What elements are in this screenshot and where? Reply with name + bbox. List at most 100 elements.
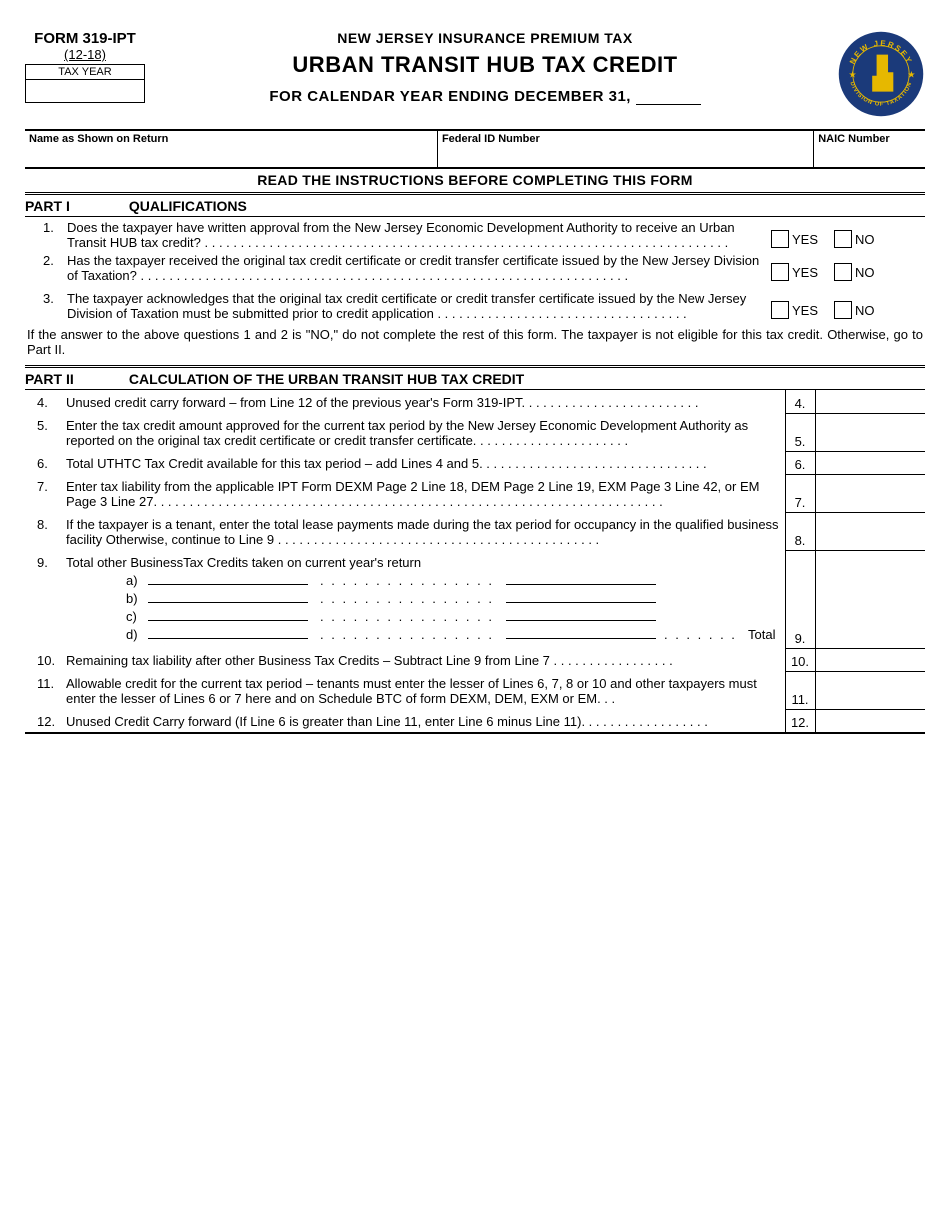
q1-text: Does the taxpayer have written approval … xyxy=(67,220,771,250)
l9a-amount-input[interactable] xyxy=(506,584,656,585)
yes-label: YES xyxy=(792,232,818,247)
q3-yes-checkbox[interactable] xyxy=(771,301,789,319)
q3-text: The taxpayer acknowledges that the origi… xyxy=(67,291,771,321)
l11-value-input[interactable] xyxy=(815,671,925,709)
line-10: 10. Remaining tax liability after other … xyxy=(25,648,925,671)
question-1: 1. Does the taxpayer have written approv… xyxy=(29,217,921,250)
q2-number: 2. xyxy=(29,253,67,283)
l11-number: 11. xyxy=(25,671,63,709)
l9c-label: c) xyxy=(126,609,148,624)
l9-number: 9. xyxy=(25,550,63,648)
q1-answer: YES NO xyxy=(771,220,921,250)
name-field[interactable]: Name as Shown on Return xyxy=(25,131,438,167)
l8-number: 8. xyxy=(25,512,63,550)
federal-id-field[interactable]: Federal ID Number xyxy=(438,131,814,167)
l11-boxnum: 11. xyxy=(785,671,815,709)
no-label: NO xyxy=(855,232,875,247)
federal-id-label: Federal ID Number xyxy=(442,133,540,145)
part1-label: PART I xyxy=(25,198,125,214)
l9-heading: Total other BusinessTax Credits taken on… xyxy=(66,555,782,570)
part2-label: PART II xyxy=(25,371,125,387)
nj-taxation-seal-icon: NEW JERSEY DIVISION OF TAXATION ★ ★ xyxy=(837,30,925,118)
l7-text: Enter tax liability from the applicable … xyxy=(63,474,785,512)
l9-sub-d: d) . . . . . . . . . . . . . . . . . . .… xyxy=(66,627,782,642)
q2-text: Has the taxpayer received the original t… xyxy=(67,253,771,283)
dots-icon: . . . . . . . . . . . . . . . . xyxy=(320,627,494,642)
line-7: 7. Enter tax liability from the applicab… xyxy=(25,474,925,512)
l5-boxnum: 5. xyxy=(785,413,815,451)
subtitle-text: FOR CALENDAR YEAR ENDING DECEMBER 31, xyxy=(269,88,631,105)
tax-year-input[interactable] xyxy=(26,80,144,102)
qualifications-list: 1. Does the taxpayer have written approv… xyxy=(25,217,925,321)
form-revision: (12-18) xyxy=(25,47,145,62)
l9c-name-input[interactable] xyxy=(148,620,308,621)
part2-header: PART II CALCULATION OF THE URBAN TRANSIT… xyxy=(25,368,925,390)
part1-title: QUALIFICATIONS xyxy=(129,198,247,214)
l5-text: Enter the tax credit amount approved for… xyxy=(63,413,785,451)
q3-no-checkbox[interactable] xyxy=(834,301,852,319)
q1-number: 1. xyxy=(29,220,67,250)
main-title: URBAN TRANSIT HUB TAX CREDIT xyxy=(145,52,825,78)
line-8: 8. If the taxpayer is a tenant, enter th… xyxy=(25,512,925,550)
l12-value-input[interactable] xyxy=(815,709,925,733)
instruction-banner: READ THE INSTRUCTIONS BEFORE COMPLETING … xyxy=(25,169,925,195)
l6-value-input[interactable] xyxy=(815,451,925,474)
l9d-label: d) xyxy=(126,627,148,642)
l10-boxnum: 10. xyxy=(785,648,815,671)
dots-icon: . . . . . . . . . . . . . . . . xyxy=(320,573,494,588)
q2-no-checkbox[interactable] xyxy=(834,263,852,281)
q2-yes-checkbox[interactable] xyxy=(771,263,789,281)
q1-yes-checkbox[interactable] xyxy=(771,230,789,248)
l6-text: Total UTHTC Tax Credit available for thi… xyxy=(63,451,785,474)
l8-value-input[interactable] xyxy=(815,512,925,550)
agency-line: NEW JERSEY INSURANCE PREMIUM TAX xyxy=(145,30,825,46)
svg-text:★: ★ xyxy=(907,70,915,80)
l4-value-input[interactable] xyxy=(815,390,925,413)
seal-container: NEW JERSEY DIVISION OF TAXATION ★ ★ xyxy=(825,30,925,121)
l9-text: Total other BusinessTax Credits taken on… xyxy=(63,550,785,648)
l9b-name-input[interactable] xyxy=(148,602,308,603)
l10-value-input[interactable] xyxy=(815,648,925,671)
name-label: Name as Shown on Return xyxy=(29,133,168,145)
q3-number: 3. xyxy=(29,291,67,321)
l10-text: Remaining tax liability after other Busi… xyxy=(63,648,785,671)
yes-label: YES xyxy=(792,265,818,280)
naic-field[interactable]: NAIC Number xyxy=(814,131,925,167)
naic-label: NAIC Number xyxy=(818,133,890,145)
question-3: 3. The taxpayer acknowledges that the or… xyxy=(29,283,921,321)
q2-answer: YES NO xyxy=(771,253,921,283)
line-6: 6. Total UTHTC Tax Credit available for … xyxy=(25,451,925,474)
l9-total-label: Total xyxy=(748,627,781,642)
l9-value-input[interactable] xyxy=(815,550,925,648)
l5-value-input[interactable] xyxy=(815,413,925,451)
l9-sub-b: b) . . . . . . . . . . . . . . . . xyxy=(66,591,782,606)
tax-year-box: TAX YEAR xyxy=(25,64,145,103)
l10-number: 10. xyxy=(25,648,63,671)
part2-title: CALCULATION OF THE URBAN TRANSIT HUB TAX… xyxy=(129,371,524,387)
l8-text: If the taxpayer is a tenant, enter the t… xyxy=(63,512,785,550)
l9b-label: b) xyxy=(126,591,148,606)
no-label: NO xyxy=(855,265,875,280)
tax-year-label: TAX YEAR xyxy=(26,65,144,80)
q1-no-checkbox[interactable] xyxy=(834,230,852,248)
l9d-name-input[interactable] xyxy=(148,638,308,639)
l12-number: 12. xyxy=(25,709,63,733)
form-header: FORM 319-IPT (12-18) TAX YEAR NEW JERSEY… xyxy=(25,30,925,121)
l9-sub-a: a) . . . . . . . . . . . . . . . . xyxy=(66,573,782,588)
l9a-name-input[interactable] xyxy=(148,584,308,585)
yes-label: YES xyxy=(792,303,818,318)
l12-text: Unused Credit Carry forward (If Line 6 i… xyxy=(63,709,785,733)
l7-value-input[interactable] xyxy=(815,474,925,512)
l9c-amount-input[interactable] xyxy=(506,620,656,621)
line-4: 4. Unused credit carry forward – from Li… xyxy=(25,390,925,413)
l8-boxnum: 8. xyxy=(785,512,815,550)
l4-boxnum: 4. xyxy=(785,390,815,413)
l12-boxnum: 12. xyxy=(785,709,815,733)
l9b-amount-input[interactable] xyxy=(506,602,656,603)
subtitle: FOR CALENDAR YEAR ENDING DECEMBER 31, xyxy=(145,88,825,105)
l9d-amount-input[interactable] xyxy=(506,638,656,639)
calendar-year-input[interactable] xyxy=(636,104,701,105)
l7-boxnum: 7. xyxy=(785,474,815,512)
l6-boxnum: 6. xyxy=(785,451,815,474)
dots-icon: . . . . . . . . . . . . . . . . xyxy=(320,609,494,624)
